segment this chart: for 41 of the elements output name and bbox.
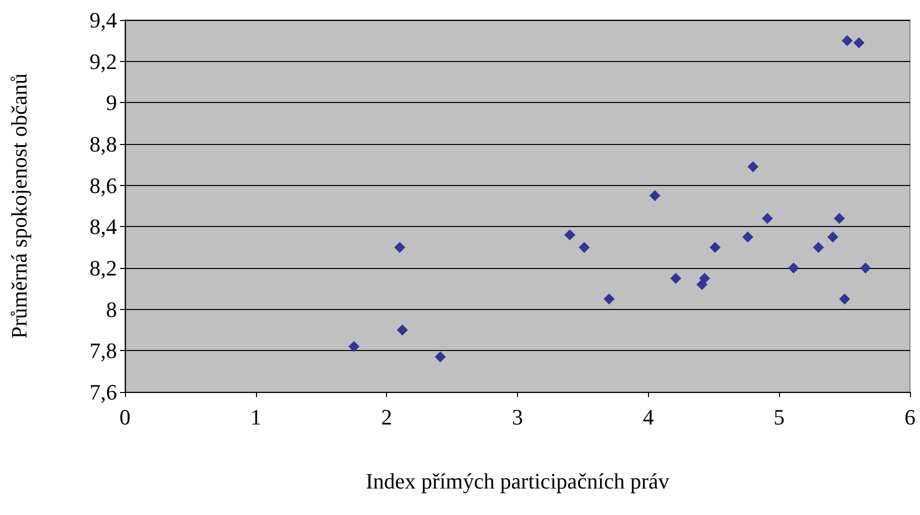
point xyxy=(748,161,758,172)
point xyxy=(649,190,660,202)
x-axis-title: Index přímých participačních práv xyxy=(366,468,670,494)
point xyxy=(699,272,710,284)
y-tick-label: 7,8 xyxy=(90,338,117,364)
point xyxy=(394,242,406,253)
point xyxy=(578,242,590,253)
point xyxy=(853,37,864,48)
point xyxy=(788,262,800,274)
y-axis-title: Průměrná spokojenost občanů xyxy=(6,73,32,339)
point xyxy=(742,232,754,242)
point xyxy=(827,232,838,242)
point xyxy=(762,212,773,224)
point xyxy=(812,242,824,253)
point xyxy=(434,351,446,362)
y-tick-label: 8,8 xyxy=(90,132,117,156)
y-tick-label: 7,6 xyxy=(90,380,117,404)
y-tick-label: 9,4 xyxy=(90,8,117,32)
point xyxy=(348,341,360,352)
x-tick-label: 2 xyxy=(381,404,392,430)
y-tick-label: 8,2 xyxy=(90,256,117,280)
point xyxy=(834,212,845,224)
x-tick-label: 5 xyxy=(774,404,785,430)
point xyxy=(564,229,576,240)
point xyxy=(396,324,408,336)
x-tick-label: 3 xyxy=(512,404,523,430)
point xyxy=(670,272,682,284)
y-tick-label: 8 xyxy=(106,296,117,322)
point xyxy=(842,35,853,46)
point xyxy=(860,262,872,274)
x-tick-label: 0 xyxy=(120,404,130,430)
y-tick-label: 8,6 xyxy=(90,172,117,198)
x-tick-label: 1 xyxy=(250,404,262,430)
point xyxy=(710,242,721,253)
point xyxy=(839,294,850,304)
x-tick-label: 6 xyxy=(904,404,916,430)
x-tick-label: 4 xyxy=(642,404,654,430)
y-tick-label: 8,4 xyxy=(90,214,117,240)
y-tick-label: 9,2 xyxy=(90,48,117,74)
point xyxy=(604,294,615,304)
y-tick-label: 9 xyxy=(106,90,117,116)
